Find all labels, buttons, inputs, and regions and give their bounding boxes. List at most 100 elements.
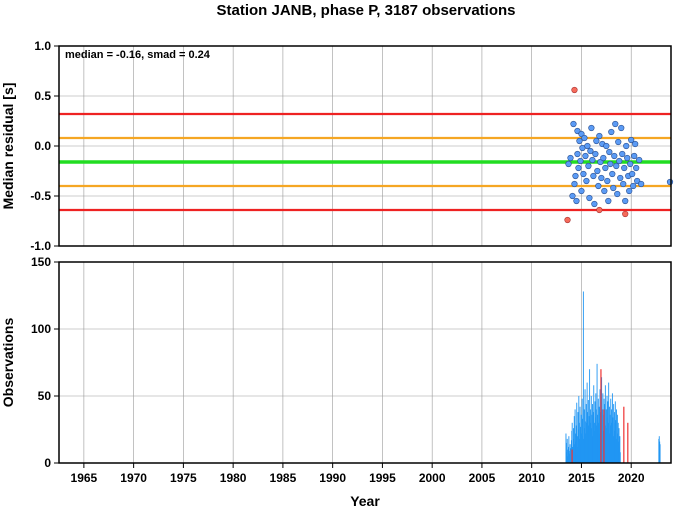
- residual-point-1: [567, 154, 574, 162]
- residual-point-38: [603, 142, 610, 150]
- observations-y-tick-label-150: 150: [31, 255, 51, 269]
- residual-outlier-1: [571, 86, 578, 94]
- residual-point-61: [626, 187, 633, 195]
- observation-bar-10: [569, 444, 571, 463]
- residual-point-19: [584, 142, 591, 150]
- observation-bar-57: [589, 369, 591, 463]
- residual-point-47: [612, 120, 619, 128]
- median-smad-annotation: median = -0.16, smad = 0.24: [65, 49, 211, 61]
- residual-y-tick-label--0.5: -0.5: [30, 189, 51, 203]
- residual-point-13: [578, 187, 585, 195]
- residual-point-64: [629, 170, 636, 178]
- residual-point-4: [571, 180, 578, 188]
- observation-bar-131: [619, 452, 621, 463]
- residual-point-22: [587, 147, 594, 155]
- observations-y-tick-label-100: 100: [31, 322, 51, 336]
- residual-point-35: [600, 154, 607, 162]
- x-tick-label-1995: 1995: [369, 471, 396, 485]
- residual-point-11: [577, 157, 584, 165]
- residual-point-59: [624, 154, 631, 162]
- residual-y-tick-label--1.0: -1.0: [30, 239, 51, 253]
- observation-bar-42: [582, 291, 584, 463]
- residual-point-55: [620, 180, 627, 188]
- observation-bar-128: [618, 428, 620, 463]
- residual-point-67: [632, 140, 639, 148]
- x-tick-label-1985: 1985: [270, 471, 297, 485]
- residual-panel: 1.0 0.5 0.0 -0.5 -1.0 median = -0.16, smad =…: [0, 39, 674, 253]
- residual-y-ticks: 1.0 0.5 0.0 -0.5 -1.0: [30, 39, 59, 253]
- residual-point-25: [590, 172, 597, 180]
- residual-y-tick-label-1.0: 1.0: [34, 39, 51, 53]
- x-tick-label-2005: 2005: [469, 471, 496, 485]
- residual-point-71: [638, 180, 645, 188]
- residual-outlier-2: [596, 206, 603, 214]
- residual-y-axis-label: Median residual [s]: [0, 83, 16, 210]
- observations-frame: [58, 261, 672, 464]
- residual-point-5: [572, 172, 579, 180]
- residual-point-45: [610, 184, 617, 192]
- observation-highlight-bar-1: [600, 369, 602, 463]
- observation-bar-34: [579, 406, 581, 463]
- residual-point-39: [604, 177, 611, 185]
- residual-point-29: [594, 167, 601, 175]
- observation-bar-20: [573, 416, 575, 463]
- residual-point-48: [613, 162, 620, 170]
- observation-bar-75: [596, 363, 598, 463]
- residual-point-63: [628, 136, 635, 144]
- residual-point-54: [619, 150, 626, 158]
- residual-point-30: [595, 182, 602, 190]
- observation-bar-7: [568, 436, 570, 463]
- observation-bar-103: [608, 382, 610, 463]
- observations-panel: 150 100 50 0 1965 1970 1975 1980 1985 1990 1995 20…: [0, 255, 672, 509]
- chart-title: Station JANB, phase P, 3187 observations: [217, 2, 516, 19]
- residual-point-37: [602, 164, 609, 172]
- residual-point-9: [575, 164, 582, 172]
- observation-bar-39: [581, 398, 583, 463]
- observation-bar-89: [602, 393, 604, 463]
- observation-bar-64: [592, 404, 593, 463]
- residual-point-21: [586, 194, 593, 202]
- residual-point-53: [618, 124, 625, 132]
- observation-bars: [565, 291, 661, 463]
- residual-point-33: [598, 174, 605, 182]
- observation-bar-130: [619, 436, 621, 463]
- x-tick-label-2020: 2020: [618, 471, 645, 485]
- observation-bar-0: [565, 433, 567, 463]
- observation-highlight-bar-3: [623, 406, 625, 463]
- residual-y-tick-label-0.0: 0.0: [34, 139, 51, 153]
- x-tick-label-2000: 2000: [419, 471, 446, 485]
- x-tick-label-2015: 2015: [568, 471, 595, 485]
- residual-point-31: [596, 132, 603, 140]
- residual-point-16: [581, 134, 588, 142]
- residual-points: [564, 86, 674, 224]
- observation-bar-227: [659, 444, 661, 463]
- residual-point-68: [633, 164, 640, 172]
- residual-y-tick-label-0.5: 0.5: [34, 89, 51, 103]
- observation-bar-31: [578, 396, 580, 463]
- residual-point-27: [592, 150, 599, 158]
- residual-outlier-0: [564, 216, 571, 224]
- residual-point-62: [627, 160, 634, 168]
- observation-highlight-bar-4: [627, 422, 629, 463]
- residual-point-23: [588, 124, 595, 132]
- residual-point-0: [565, 160, 572, 168]
- residual-gridlines: [59, 45, 671, 247]
- observation-bar-26: [576, 402, 578, 463]
- observation-bar-95: [604, 385, 606, 463]
- observation-bar-15: [571, 422, 573, 463]
- observations-y-tick-label-0: 0: [44, 456, 51, 470]
- residual-point-26: [591, 200, 598, 208]
- observations-y-ticks: 150 100 50 0: [31, 255, 59, 470]
- observation-highlight-bar-0: [571, 449, 573, 463]
- x-tick-label-1970: 1970: [120, 471, 147, 485]
- residual-point-18: [583, 177, 590, 185]
- residual-point-24: [589, 156, 596, 164]
- year-x-axis-label: Year: [350, 493, 380, 509]
- residual-point-58: [623, 142, 630, 150]
- residual-point-42: [607, 160, 614, 168]
- residual-point-51: [616, 157, 623, 165]
- x-tick-label-1980: 1980: [220, 471, 247, 485]
- residual-point-41: [606, 148, 613, 156]
- residual-point-8: [574, 150, 581, 158]
